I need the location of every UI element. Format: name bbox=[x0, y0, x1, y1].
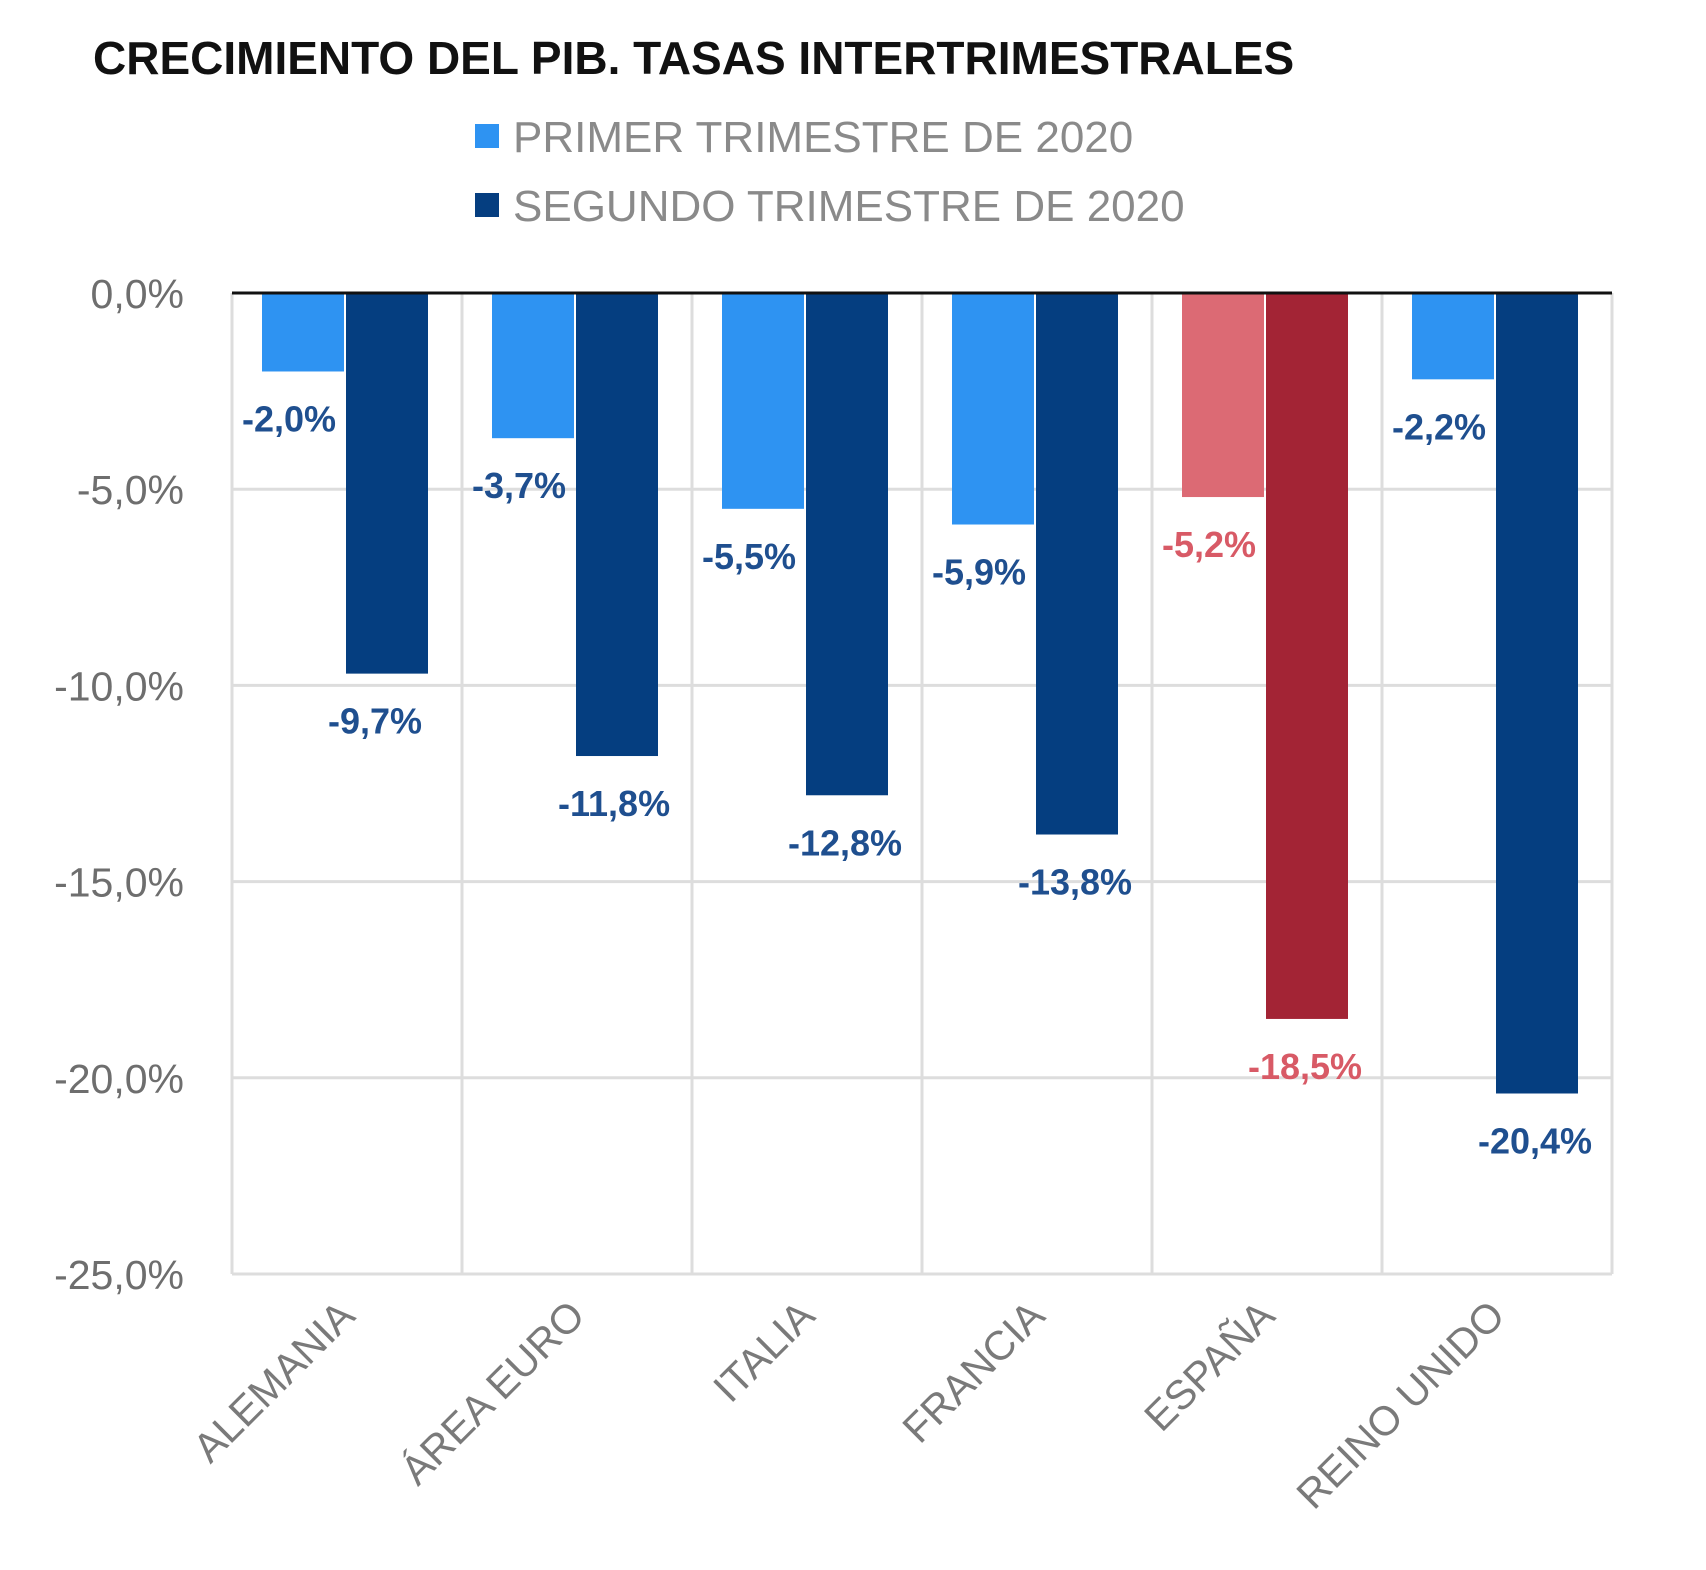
data-label: -9,7% bbox=[328, 701, 422, 742]
bar-francia-segundo-trimestre bbox=[1036, 293, 1118, 835]
data-label: -5,5% bbox=[702, 536, 796, 577]
y-tick-label: -15,0% bbox=[54, 860, 184, 906]
bar-italia-primer-trimestre bbox=[722, 293, 804, 509]
data-label: -20,4% bbox=[1478, 1120, 1592, 1161]
bar-alemania-segundo-trimestre bbox=[346, 293, 428, 674]
data-label: -5,2% bbox=[1162, 524, 1256, 565]
x-tick-label: FRANCIA bbox=[894, 1291, 1054, 1451]
y-tick-label: -5,0% bbox=[77, 467, 184, 513]
bar-espana-segundo-trimestre bbox=[1266, 293, 1348, 1019]
data-label: -3,7% bbox=[472, 465, 566, 506]
x-tick-label: ÁREA EURO bbox=[392, 1292, 594, 1494]
bar-reino-unido-segundo-trimestre bbox=[1496, 293, 1578, 1094]
data-label: -11,8% bbox=[558, 783, 670, 824]
chart-title: CRECIMIENTO DEL PIB. TASAS INTERTRIMESTR… bbox=[93, 32, 1294, 84]
data-label: -5,9% bbox=[932, 552, 1026, 593]
x-tick-label: ALEMANIA bbox=[184, 1291, 364, 1471]
x-axis-ticks: ALEMANIA ÁREA EURO ITALIA FRANCIA ESPAÑA REIN… bbox=[184, 1291, 1513, 1517]
bar-alemania-primer-trimestre bbox=[262, 293, 344, 372]
bar-reino-unido-primer-trimestre bbox=[1412, 293, 1494, 380]
y-tick-label: -20,0% bbox=[54, 1056, 184, 1102]
data-label: -18,5% bbox=[1248, 1046, 1362, 1087]
x-tick-label: REINO UNIDO bbox=[1288, 1292, 1514, 1518]
bar-francia-primer-trimestre bbox=[952, 293, 1034, 525]
y-tick-label: -25,0% bbox=[54, 1252, 184, 1298]
legend-item-segundo-trimestre: SEGUNDO TRIMESTRE DE 2020 bbox=[475, 182, 1185, 231]
legend-swatch-primer-trimestre bbox=[475, 124, 499, 148]
legend-swatch-segundo-trimestre bbox=[475, 193, 499, 217]
y-axis-ticks: 0,0% -5,0% -10,0% -15,0% -20,0% -25,0% bbox=[54, 271, 184, 1298]
bar-italia-segundo-trimestre bbox=[806, 293, 888, 796]
x-tick-label: ESPAÑA bbox=[1135, 1291, 1283, 1439]
data-labels: -2,0% -9,7% -3,7% -11,8% -5,5% -12,8% -5,9% -13… bbox=[242, 398, 1592, 1161]
data-label: -2,0% bbox=[242, 398, 336, 439]
bar-area-euro-segundo-trimestre bbox=[576, 293, 658, 757]
x-tick-label: ITALIA bbox=[704, 1291, 823, 1410]
data-label: -13,8% bbox=[1018, 862, 1132, 903]
legend-label-segundo-trimestre: SEGUNDO TRIMESTRE DE 2020 bbox=[513, 182, 1185, 231]
legend-item-primer-trimestre: PRIMER TRIMESTRE DE 2020 bbox=[475, 113, 1133, 162]
bars bbox=[262, 293, 1578, 1094]
legend-label-primer-trimestre: PRIMER TRIMESTRE DE 2020 bbox=[513, 113, 1133, 162]
legend: PRIMER TRIMESTRE DE 2020 SEGUNDO TRIMEST… bbox=[475, 113, 1185, 231]
gridlines bbox=[230, 293, 1614, 1276]
y-tick-label: -10,0% bbox=[54, 663, 184, 709]
data-label: -2,2% bbox=[1392, 406, 1486, 447]
data-label: -12,8% bbox=[788, 822, 902, 863]
bar-espana-primer-trimestre bbox=[1182, 293, 1264, 498]
y-tick-label: 0,0% bbox=[91, 271, 184, 317]
bar-area-euro-primer-trimestre bbox=[492, 293, 574, 439]
